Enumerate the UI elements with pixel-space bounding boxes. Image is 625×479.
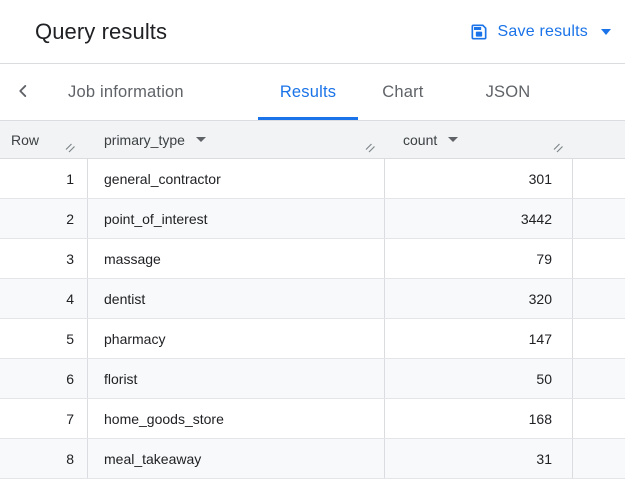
count-cell: 320 <box>385 279 573 318</box>
column-dropdown-caret-icon[interactable] <box>195 137 206 142</box>
count-cell: 3442 <box>385 199 573 238</box>
resize-handle-icon[interactable] <box>65 140 76 156</box>
table-row: 7 home_goods_store 168 <box>0 399 625 439</box>
back-button[interactable] <box>8 64 38 120</box>
column-dropdown-caret-icon[interactable] <box>448 137 459 142</box>
row-number-cell: 2 <box>0 199 88 238</box>
column-header-primary-type: primary_type <box>88 121 385 158</box>
tab-label: JSON <box>485 82 531 101</box>
tab-json[interactable]: JSON <box>464 64 553 120</box>
table-row: 5 pharmacy 147 <box>0 319 625 359</box>
filler-cell <box>573 199 625 238</box>
table-row: 8 meal_takeaway 31 <box>0 439 625 479</box>
filler-cell <box>573 279 625 318</box>
chevron-left-icon <box>12 80 34 105</box>
count-cell: 147 <box>385 319 573 358</box>
table-row: 1 general_contractor 301 <box>0 159 625 199</box>
panel-header: Query results Save results <box>0 0 625 64</box>
table-row: 3 massage 79 <box>0 239 625 279</box>
column-header-filler <box>573 121 625 158</box>
filler-cell <box>573 399 625 438</box>
primary-type-cell: meal_takeaway <box>88 439 385 478</box>
table-row: 4 dentist 320 <box>0 279 625 319</box>
tab-job-information[interactable]: Job information <box>46 64 206 120</box>
row-number-cell: 1 <box>0 159 88 198</box>
results-grid: Row primary_type count <box>0 121 625 479</box>
tab-label: Results <box>279 82 337 101</box>
save-dropdown-caret-icon <box>601 28 611 35</box>
table-row: 2 point_of_interest 3442 <box>0 199 625 239</box>
count-cell: 168 <box>385 399 573 438</box>
filler-cell <box>573 439 625 478</box>
primary-type-cell: florist <box>88 359 385 398</box>
primary-type-cell: pharmacy <box>88 319 385 358</box>
column-label: primary_type <box>104 131 185 148</box>
filler-cell <box>573 319 625 358</box>
row-number-cell: 5 <box>0 319 88 358</box>
column-label: Row <box>11 131 40 148</box>
primary-type-cell: dentist <box>88 279 385 318</box>
row-number-cell: 6 <box>0 359 88 398</box>
tab-label: Job information <box>68 82 184 101</box>
column-label: count <box>403 131 438 148</box>
count-cell: 301 <box>385 159 573 198</box>
table-row: 6 florist 50 <box>0 359 625 399</box>
primary-type-cell: point_of_interest <box>88 199 385 238</box>
save-results-button[interactable]: Save results <box>469 22 611 42</box>
tab-label: Chart <box>382 82 424 101</box>
page-title: Query results <box>35 18 168 44</box>
results-tab-bar: Job information Results Chart JSON <box>0 64 625 121</box>
row-number-cell: 8 <box>0 439 88 478</box>
count-cell: 31 <box>385 439 573 478</box>
count-cell: 50 <box>385 359 573 398</box>
column-header-count: count <box>385 121 573 158</box>
table-body: 1 general_contractor 301 2 point_of_inte… <box>0 159 625 479</box>
row-number-cell: 3 <box>0 239 88 278</box>
tab-chart[interactable]: Chart <box>360 64 445 120</box>
column-header-row: Row <box>0 121 88 158</box>
table-header-row: Row primary_type count <box>0 121 625 159</box>
row-number-cell: 7 <box>0 399 88 438</box>
filler-cell <box>573 359 625 398</box>
resize-handle-icon[interactable] <box>365 140 376 156</box>
save-icon <box>469 22 489 42</box>
filler-cell <box>573 159 625 198</box>
filler-cell <box>573 239 625 278</box>
primary-type-cell: massage <box>88 239 385 278</box>
resize-handle-icon[interactable] <box>553 140 564 156</box>
primary-type-cell: home_goods_store <box>88 399 385 438</box>
tab-results[interactable]: Results <box>257 64 359 120</box>
primary-type-cell: general_contractor <box>88 159 385 198</box>
count-cell: 79 <box>385 239 573 278</box>
save-results-label: Save results <box>497 22 588 40</box>
row-number-cell: 4 <box>0 279 88 318</box>
